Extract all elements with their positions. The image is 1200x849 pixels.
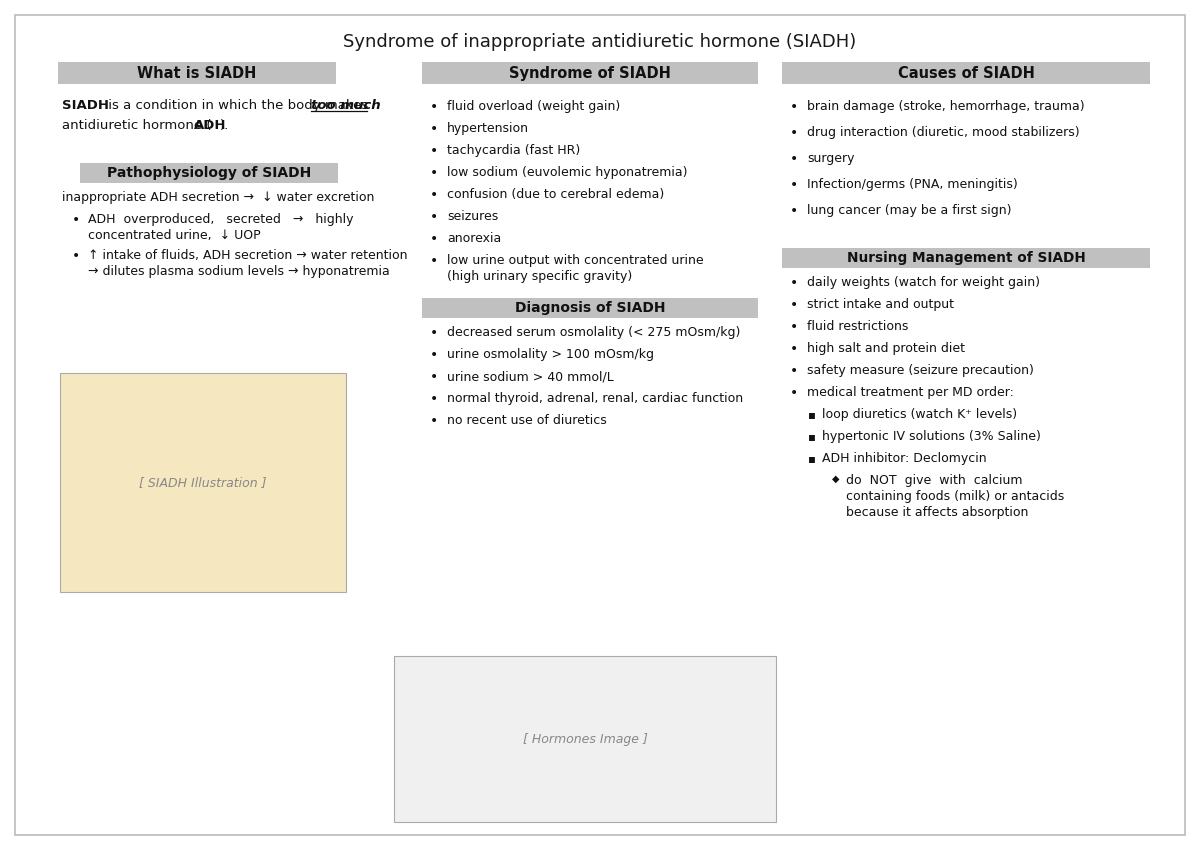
Text: urine sodium > 40 mmol/L: urine sodium > 40 mmol/L (446, 370, 613, 383)
Text: •: • (72, 249, 80, 263)
Text: •: • (790, 204, 798, 218)
Text: concentrated urine,  ↓ UOP: concentrated urine, ↓ UOP (88, 229, 260, 242)
Text: hypertonic IV solutions (3% Saline): hypertonic IV solutions (3% Saline) (822, 430, 1040, 443)
Text: [ Hormones Image ]: [ Hormones Image ] (522, 733, 648, 745)
Text: ▪: ▪ (808, 430, 816, 443)
Text: loop diuretics (watch K⁺ levels): loop diuretics (watch K⁺ levels) (822, 408, 1018, 421)
Text: Syndrome of inappropriate antidiuretic hormone (SIADH): Syndrome of inappropriate antidiuretic h… (343, 33, 857, 51)
Text: Infection/germs (PNA, meningitis): Infection/germs (PNA, meningitis) (808, 178, 1018, 191)
Text: too much: too much (311, 99, 380, 112)
Text: brain damage (stroke, hemorrhage, trauma): brain damage (stroke, hemorrhage, trauma… (808, 100, 1085, 113)
Text: strict intake and output: strict intake and output (808, 298, 954, 311)
Text: ADH: ADH (194, 119, 227, 132)
FancyBboxPatch shape (394, 656, 776, 822)
Text: is a condition in which the body makes: is a condition in which the body makes (104, 99, 372, 112)
Text: ADH inhibitor: Declomycin: ADH inhibitor: Declomycin (822, 452, 986, 465)
Text: •: • (430, 370, 438, 384)
Text: Syndrome of SIADH: Syndrome of SIADH (509, 65, 671, 81)
Text: [ SIADH Illustration ]: [ SIADH Illustration ] (139, 476, 266, 490)
Text: normal thyroid, adrenal, renal, cardiac function: normal thyroid, adrenal, renal, cardiac … (446, 392, 743, 405)
Text: •: • (430, 232, 438, 246)
Text: •: • (790, 386, 798, 400)
Text: low urine output with concentrated urine: low urine output with concentrated urine (446, 254, 703, 267)
Text: •: • (72, 213, 80, 227)
Text: high salt and protein diet: high salt and protein diet (808, 342, 965, 355)
Text: containing foods (milk) or antacids: containing foods (milk) or antacids (846, 490, 1064, 503)
Text: •: • (790, 364, 798, 378)
Text: fluid overload (weight gain): fluid overload (weight gain) (446, 100, 620, 113)
Text: •: • (430, 326, 438, 340)
Text: do  NOT  give  with  calcium: do NOT give with calcium (846, 474, 1022, 487)
Text: •: • (430, 144, 438, 158)
Text: fluid restrictions: fluid restrictions (808, 320, 908, 333)
Text: Pathophysiology of SIADH: Pathophysiology of SIADH (107, 166, 311, 180)
Text: Causes of SIADH: Causes of SIADH (898, 65, 1034, 81)
Text: •: • (790, 126, 798, 140)
Text: •: • (790, 100, 798, 114)
Text: inappropriate ADH secretion →  ↓ water excretion: inappropriate ADH secretion → ↓ water ex… (62, 191, 374, 204)
Text: ADH  overproduced,   secreted   →   highly: ADH overproduced, secreted → highly (88, 213, 354, 226)
Text: ◆: ◆ (832, 474, 840, 484)
Text: •: • (430, 348, 438, 362)
FancyBboxPatch shape (782, 248, 1150, 268)
Text: low sodium (euvolemic hyponatremia): low sodium (euvolemic hyponatremia) (446, 166, 688, 179)
FancyBboxPatch shape (58, 62, 336, 84)
Text: (high urinary specific gravity): (high urinary specific gravity) (446, 270, 632, 283)
Text: drug interaction (diuretic, mood stabilizers): drug interaction (diuretic, mood stabili… (808, 126, 1080, 139)
Text: because it affects absorption: because it affects absorption (846, 506, 1028, 519)
FancyBboxPatch shape (782, 62, 1150, 84)
Text: no recent use of diuretics: no recent use of diuretics (446, 414, 607, 427)
Text: •: • (430, 210, 438, 224)
Text: decreased serum osmolality (< 275 mOsm/kg): decreased serum osmolality (< 275 mOsm/k… (446, 326, 740, 339)
Text: → dilutes plasma sodium levels → hyponatremia: → dilutes plasma sodium levels → hyponat… (88, 265, 390, 278)
Text: anorexia: anorexia (446, 232, 502, 245)
Text: ▪: ▪ (808, 452, 816, 465)
FancyBboxPatch shape (60, 373, 346, 592)
Text: ↑ intake of fluids, ADH secretion → water retention: ↑ intake of fluids, ADH secretion → wate… (88, 249, 408, 262)
Text: tachycardia (fast HR): tachycardia (fast HR) (446, 144, 581, 157)
Text: daily weights (watch for weight gain): daily weights (watch for weight gain) (808, 276, 1040, 289)
Text: lung cancer (may be a first sign): lung cancer (may be a first sign) (808, 204, 1012, 217)
Text: surgery: surgery (808, 152, 854, 165)
Text: •: • (430, 122, 438, 136)
Text: hypertension: hypertension (446, 122, 529, 135)
FancyBboxPatch shape (80, 163, 338, 183)
Text: What is SIADH: What is SIADH (137, 65, 257, 81)
Text: •: • (790, 276, 798, 290)
FancyBboxPatch shape (422, 298, 758, 318)
Text: antidiuretic hormone (: antidiuretic hormone ( (62, 119, 211, 132)
Text: confusion (due to cerebral edema): confusion (due to cerebral edema) (446, 188, 665, 201)
Text: SIADH: SIADH (62, 99, 109, 112)
Text: Nursing Management of SIADH: Nursing Management of SIADH (847, 251, 1085, 265)
Text: •: • (430, 100, 438, 114)
Text: •: • (790, 152, 798, 166)
Text: •: • (790, 298, 798, 312)
Text: ).: ). (220, 119, 229, 132)
Text: Diagnosis of SIADH: Diagnosis of SIADH (515, 301, 665, 315)
Text: •: • (430, 392, 438, 406)
Text: ▪: ▪ (808, 408, 816, 421)
Text: seizures: seizures (446, 210, 498, 223)
Text: safety measure (seizure precaution): safety measure (seizure precaution) (808, 364, 1034, 377)
Text: •: • (430, 188, 438, 202)
Text: •: • (790, 178, 798, 192)
Text: •: • (430, 166, 438, 180)
Text: medical treatment per MD order:: medical treatment per MD order: (808, 386, 1014, 399)
Text: urine osmolality > 100 mOsm/kg: urine osmolality > 100 mOsm/kg (446, 348, 654, 361)
Text: •: • (790, 320, 798, 334)
Text: •: • (430, 414, 438, 428)
Text: •: • (430, 254, 438, 268)
Text: •: • (790, 342, 798, 356)
FancyBboxPatch shape (422, 62, 758, 84)
